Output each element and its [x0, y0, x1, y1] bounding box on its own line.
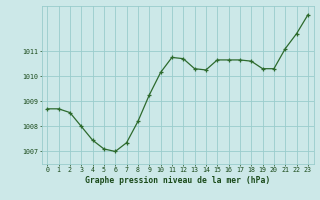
X-axis label: Graphe pression niveau de la mer (hPa): Graphe pression niveau de la mer (hPa) [85, 176, 270, 185]
